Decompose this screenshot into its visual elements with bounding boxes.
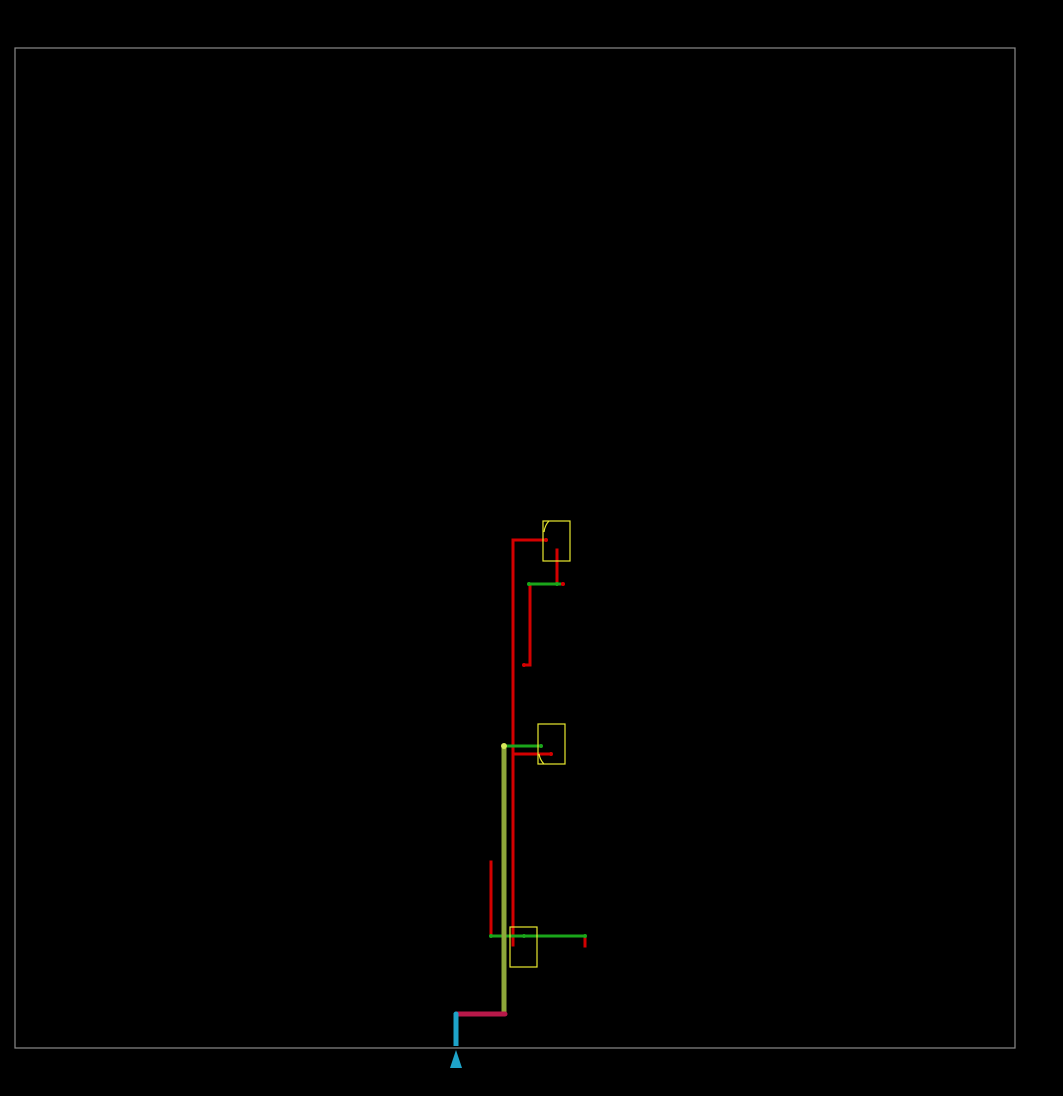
junction-node (583, 934, 587, 938)
junction-node (527, 582, 531, 586)
junction-node (522, 663, 526, 667)
main-red-feeder (511, 538, 548, 947)
junction-node (544, 538, 548, 542)
triangle-marker-icon (450, 1050, 462, 1068)
fixture-group (509, 520, 571, 968)
upper-fixture-arc (543, 520, 550, 533)
junction-node (561, 582, 565, 586)
junction-nodes (453, 538, 587, 1017)
middle-fixture-icon (537, 723, 566, 765)
junction-node (502, 1011, 508, 1017)
junction-node (453, 1011, 459, 1017)
upper-fixture-icon (542, 520, 571, 562)
middle-fixture-arc (538, 753, 545, 765)
plot-frame (14, 47, 1016, 1049)
upper-red-drop (555, 548, 565, 586)
junction-node (522, 934, 526, 938)
lower-fixture-icon (509, 926, 538, 968)
junction-node (555, 582, 559, 586)
junction-node (549, 752, 553, 756)
junction-node (501, 743, 507, 749)
upper-red-branch (522, 583, 532, 667)
junction-node (489, 934, 493, 938)
junction-node (539, 744, 543, 748)
